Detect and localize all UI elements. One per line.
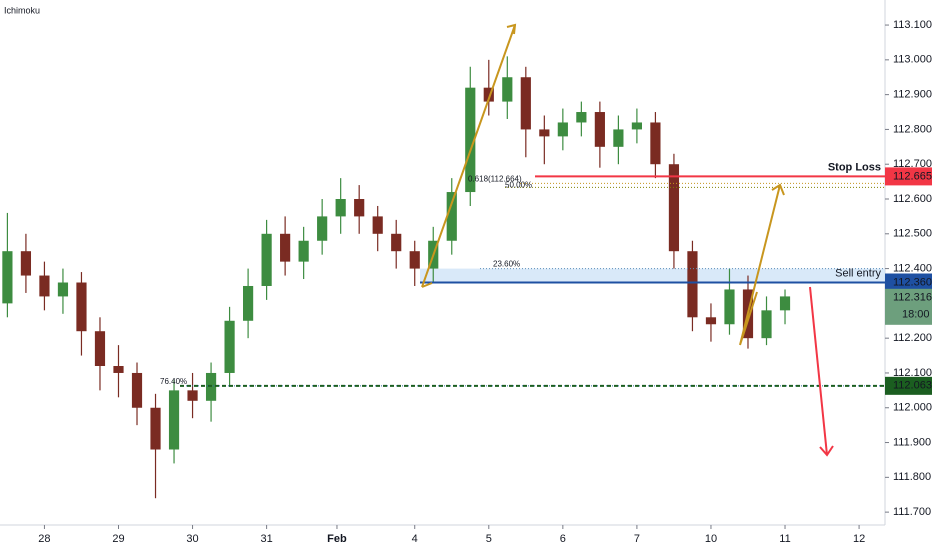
candle-body: [317, 216, 328, 241]
y-tick-label: 112.000: [893, 402, 932, 414]
x-tick-label: Feb: [327, 533, 347, 545]
candle-body: [761, 310, 772, 339]
x-tick-label: 30: [186, 533, 198, 545]
x-tick-label: 29: [112, 533, 124, 545]
candle-body: [613, 129, 624, 147]
candle-body: [335, 199, 346, 217]
candle-body: [520, 77, 531, 130]
x-tick-label: 12: [853, 533, 865, 545]
y-tick-label: 112.400: [893, 262, 932, 274]
candle-body: [224, 320, 235, 373]
candle-body: [557, 122, 568, 137]
price-tag: [885, 167, 932, 186]
price-tag: [885, 273, 932, 292]
x-tick-label: 4: [412, 533, 418, 545]
fib-label: 23.60%: [493, 260, 520, 269]
price-tag-label: 112.665: [893, 170, 932, 182]
last-price-time: 18:00: [902, 309, 930, 321]
candle-body: [20, 251, 32, 276]
y-tick-label: 112.200: [893, 332, 932, 344]
y-tick-label: 112.800: [893, 123, 932, 135]
candle-body: [687, 251, 698, 318]
x-tick-label: 28: [38, 533, 50, 545]
candle-body: [76, 282, 87, 332]
arrow-tail: [421, 282, 433, 288]
candle-body: [446, 192, 457, 241]
x-tick-label: 5: [486, 533, 492, 545]
plot: 0.618(112.664)50.00% 23.60% 76.40%: [2, 56, 885, 499]
y-tick-label: 112.900: [893, 89, 932, 101]
x-tick-label: 31: [260, 533, 272, 545]
candle-body: [391, 233, 402, 252]
candle-body: [150, 407, 161, 450]
arrow-down: [809, 286, 828, 456]
indicator-label: Ichimoku: [4, 5, 40, 15]
x-tick-label: 11: [779, 533, 790, 545]
candle-body: [372, 216, 383, 234]
candle-body: [113, 366, 124, 373]
last-price-label: 112.316: [893, 292, 932, 304]
arrow-up-2: [739, 184, 781, 346]
candle-body: [409, 251, 420, 269]
y-tick-label: 113.000: [893, 54, 932, 66]
price-tag-label: 112.360: [893, 276, 932, 288]
candle-body: [594, 112, 605, 147]
candle-body: [539, 129, 550, 137]
x-tick-label: 7: [634, 533, 640, 545]
candle-body: [168, 390, 180, 450]
y-tick-label: 112.600: [893, 193, 932, 205]
candle-body: [298, 240, 309, 262]
fib-label: 76.40%: [160, 377, 187, 386]
y-tick-label: 112.500: [893, 228, 932, 240]
candle-body: [57, 282, 69, 297]
level-label: Stop Loss: [828, 161, 881, 173]
candle-body: [2, 251, 13, 304]
arrow-head: [819, 445, 834, 457]
candle-body: [779, 296, 791, 311]
candle-body: [631, 122, 642, 130]
candle-body: [483, 87, 494, 102]
candle-body: [243, 285, 254, 321]
arrow-up: [421, 24, 516, 288]
candle-body: [705, 317, 717, 325]
y-tick-label: 111.800: [893, 471, 931, 483]
candle-body: [131, 372, 143, 408]
entry-zone: [420, 268, 885, 283]
candle-body: [261, 233, 272, 286]
candle-body: [668, 164, 680, 252]
y-tick-label: 111.700: [893, 506, 931, 518]
candle-body: [465, 87, 476, 193]
candle-body: [39, 275, 50, 297]
y-tick-label: 112.100: [893, 367, 932, 379]
price-tag-label: 112.063: [893, 380, 932, 392]
x-tick-label: 10: [705, 533, 717, 545]
arrow-head: [771, 183, 785, 196]
price-tag: [885, 376, 932, 395]
x-tick-label: 6: [560, 533, 566, 545]
arrow-head: [506, 23, 517, 35]
candle-body: [576, 112, 587, 123]
last-price-tag: [885, 288, 932, 325]
candle-body: [502, 77, 513, 102]
candle-body: [94, 331, 106, 367]
fib-label: 0.618(112.664): [468, 174, 522, 183]
level-label: Sell entry: [835, 267, 881, 279]
candle-body: [650, 122, 661, 165]
candle-body: [724, 289, 735, 325]
candle-body: [354, 199, 365, 217]
annotations: [421, 23, 834, 457]
candle-body: [280, 233, 291, 262]
y-tick-label: 113.100: [893, 19, 932, 31]
candle-body: [187, 390, 198, 401]
fib-label: 50.00%: [505, 180, 532, 189]
candle-body: [205, 372, 217, 401]
y-tick-label: 111.900: [893, 436, 931, 448]
y-tick-label: 112.700: [893, 158, 932, 170]
